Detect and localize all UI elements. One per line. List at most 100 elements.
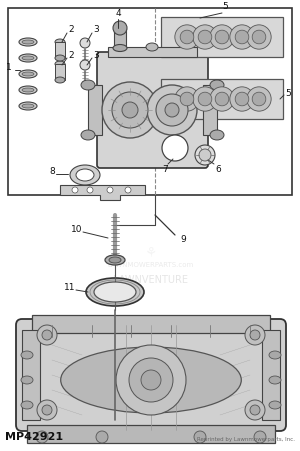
Text: 10: 10 [70, 226, 82, 235]
Text: 7: 7 [162, 165, 168, 174]
Text: 2: 2 [68, 51, 74, 60]
Circle shape [215, 30, 229, 44]
Polygon shape [60, 185, 145, 200]
Circle shape [230, 87, 254, 111]
Text: 9: 9 [180, 235, 186, 244]
Ellipse shape [76, 169, 94, 181]
Bar [55, 42, 65, 58]
Circle shape [180, 30, 194, 44]
Ellipse shape [113, 45, 127, 51]
Circle shape [199, 149, 211, 161]
Text: LAWNMOWERPARTS.com: LAWNMOWERPARTS.com [107, 262, 193, 268]
Circle shape [198, 92, 212, 106]
Text: 3: 3 [93, 26, 99, 34]
Ellipse shape [22, 104, 34, 108]
Circle shape [215, 92, 229, 106]
Circle shape [175, 25, 199, 49]
FancyBboxPatch shape [161, 79, 283, 119]
Ellipse shape [21, 376, 33, 384]
Ellipse shape [109, 257, 121, 263]
FancyBboxPatch shape [97, 52, 208, 168]
Text: 3: 3 [93, 51, 99, 60]
FancyBboxPatch shape [161, 17, 283, 57]
Ellipse shape [19, 54, 37, 62]
Bar [262, 330, 280, 420]
Ellipse shape [55, 77, 65, 83]
Circle shape [80, 38, 90, 48]
Ellipse shape [22, 40, 34, 44]
Circle shape [245, 325, 265, 345]
Circle shape [198, 30, 212, 44]
Text: ⚘: ⚘ [144, 246, 156, 260]
Ellipse shape [19, 86, 37, 94]
Text: 6: 6 [215, 165, 221, 174]
Circle shape [195, 145, 215, 165]
Circle shape [36, 431, 48, 443]
Circle shape [245, 400, 265, 420]
Circle shape [80, 60, 90, 70]
Circle shape [42, 405, 52, 415]
Ellipse shape [21, 351, 33, 359]
Circle shape [175, 87, 199, 111]
Text: 1: 1 [6, 64, 12, 73]
Circle shape [125, 187, 131, 193]
Circle shape [72, 187, 78, 193]
Text: 2: 2 [68, 26, 74, 34]
Circle shape [193, 87, 217, 111]
Ellipse shape [210, 80, 224, 90]
Ellipse shape [269, 351, 281, 359]
Text: 4: 4 [115, 9, 121, 18]
Circle shape [210, 25, 234, 49]
Ellipse shape [61, 347, 241, 413]
Circle shape [252, 92, 266, 106]
Circle shape [96, 431, 108, 443]
Bar [8, 8, 292, 195]
Circle shape [250, 330, 260, 340]
Ellipse shape [210, 130, 224, 140]
Circle shape [193, 25, 217, 49]
Ellipse shape [22, 56, 34, 60]
Text: 5: 5 [222, 2, 228, 11]
Ellipse shape [22, 72, 34, 76]
Text: 11: 11 [64, 284, 75, 293]
Circle shape [129, 358, 173, 402]
Circle shape [250, 405, 260, 415]
Circle shape [116, 345, 186, 415]
Circle shape [194, 431, 206, 443]
Circle shape [247, 87, 271, 111]
FancyBboxPatch shape [16, 319, 286, 431]
Circle shape [147, 85, 197, 135]
Ellipse shape [19, 102, 37, 110]
Circle shape [37, 400, 57, 420]
Circle shape [156, 94, 188, 126]
Text: 8: 8 [49, 167, 55, 176]
Circle shape [252, 30, 266, 44]
Bar [27, 425, 275, 443]
Circle shape [235, 30, 249, 44]
Circle shape [180, 92, 194, 106]
Bar [88, 85, 102, 135]
Circle shape [210, 87, 234, 111]
Ellipse shape [86, 278, 144, 306]
Ellipse shape [269, 376, 281, 384]
Bar [203, 85, 217, 135]
Circle shape [112, 92, 148, 128]
Ellipse shape [146, 43, 158, 51]
Ellipse shape [55, 61, 65, 67]
Text: 5: 5 [285, 88, 291, 97]
Ellipse shape [19, 70, 37, 78]
Circle shape [102, 82, 158, 138]
Circle shape [37, 325, 57, 345]
Bar [32, 315, 270, 333]
Ellipse shape [269, 401, 281, 409]
Ellipse shape [105, 255, 125, 265]
Circle shape [235, 92, 249, 106]
Circle shape [122, 102, 138, 118]
Circle shape [113, 21, 127, 35]
Bar [108, 47, 197, 57]
Circle shape [162, 135, 188, 161]
Circle shape [87, 187, 93, 193]
Ellipse shape [94, 282, 136, 302]
Ellipse shape [19, 38, 37, 46]
Text: MP42921: MP42921 [5, 432, 63, 442]
